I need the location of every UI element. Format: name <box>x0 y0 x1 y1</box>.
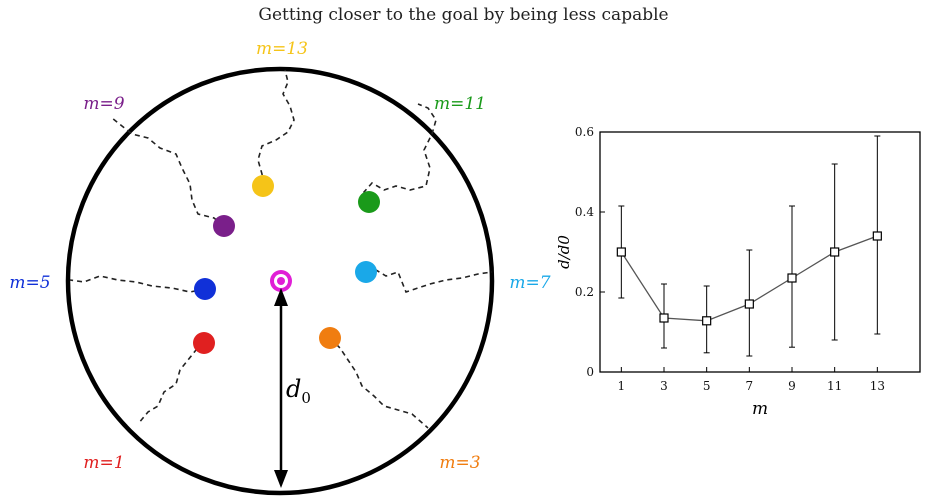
plot-frame <box>599 131 921 373</box>
x-tick-label: 9 <box>788 379 796 393</box>
distance-arrow <box>274 288 288 488</box>
y-tick-label: 0.6 <box>575 125 594 139</box>
data-point <box>830 247 840 257</box>
y-axis-label: d/d0 <box>555 235 573 269</box>
label-m9: m=9 <box>83 94 124 114</box>
x-tick-label: 11 <box>827 379 842 393</box>
x-tick-label: 5 <box>703 379 711 393</box>
x-axis-ticks: 1 3 5 7 9 11 13 <box>618 367 885 393</box>
trajectory-m13 <box>257 69 295 185</box>
data-point <box>659 313 669 323</box>
figure-title: Getting closer to the goal by being less… <box>258 5 669 25</box>
distance-ratio-chart: 00.20.40.6 1 3 5 7 9 11 13 m d/d0 <box>555 125 921 419</box>
trajectory-m3 <box>329 337 429 429</box>
data-markers <box>616 231 882 326</box>
distance-label: d0 <box>286 375 311 407</box>
x-axis-label: m <box>752 399 768 419</box>
label-m13: m=13 <box>256 39 308 59</box>
data-point <box>616 247 626 257</box>
error-bars <box>618 135 881 357</box>
data-point <box>744 299 754 309</box>
label-m1: m=1 <box>83 453 124 473</box>
x-tick-label: 1 <box>618 379 626 393</box>
agent-m7 <box>355 261 377 283</box>
trajectories <box>69 69 493 429</box>
y-axis-ticks: 0 0.2 0.4 0.6 <box>575 125 605 379</box>
y-tick-label: 0 <box>586 365 594 379</box>
agent-m13 <box>252 175 274 197</box>
agent-m9 <box>213 215 235 237</box>
arena-boundary <box>65 66 495 496</box>
agent-m5 <box>194 278 216 300</box>
goal-target <box>270 270 292 292</box>
agent-m3 <box>319 327 341 349</box>
trajectory-m5 <box>69 275 206 293</box>
trajectory-m1 <box>137 342 205 425</box>
agent-m11 <box>358 191 380 213</box>
arena-diagram: d0 m=13 m=11 m=9 m=7 m=5 m=1 m=3 <box>9 39 551 496</box>
y-tick-label: 0.2 <box>575 285 594 299</box>
trajectory-m7 <box>365 269 493 293</box>
data-point <box>702 316 712 326</box>
label-m3: m=3 <box>439 453 480 473</box>
x-tick-label: 7 <box>746 379 754 393</box>
x-tick-label: 13 <box>870 379 885 393</box>
x-tick-label: 3 <box>660 379 668 393</box>
trajectory-m11 <box>363 103 437 202</box>
data-point <box>787 273 797 283</box>
label-m5: m=5 <box>9 273 50 293</box>
label-m11: m=11 <box>434 94 486 114</box>
label-m7: m=7 <box>509 273 550 293</box>
y-tick-label: 0.4 <box>575 205 594 219</box>
agent-m1 <box>193 332 215 354</box>
goal-center <box>277 277 285 285</box>
data-point <box>872 231 882 241</box>
